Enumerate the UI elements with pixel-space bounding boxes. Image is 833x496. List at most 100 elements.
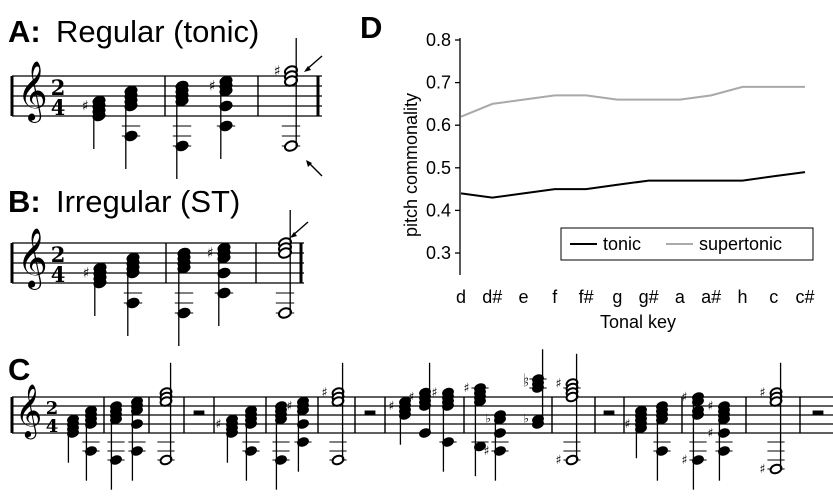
- x-ticks: d d# e f f# g g# a a# h c c#: [456, 287, 815, 307]
- sharp-icon: ♯: [681, 389, 687, 404]
- x-axis-label: Tonal key: [600, 312, 676, 332]
- panel-b-letter: B:: [8, 184, 41, 219]
- staff-c: 𝄞 24 ♯♯♯♯♯ ♯ ♯♯♭♭♭♭♯♯♯♯♯♯♯♯♯: [10, 349, 833, 490]
- series-line-supertonic: [460, 85, 805, 118]
- flat-icon: ♭: [523, 376, 529, 390]
- panel-c-letter: C: [8, 352, 30, 387]
- sharp-icon: ♯: [624, 416, 630, 431]
- arrow-icon: [290, 221, 309, 238]
- notehead: [635, 423, 647, 434]
- sharp-icon: ♯: [207, 246, 214, 262]
- notehead: [399, 410, 411, 420]
- flat-icon: ♭: [523, 371, 529, 385]
- sharp-icon: ♯: [463, 380, 469, 395]
- notehead: [692, 410, 704, 420]
- sharp-icon: ♯: [431, 385, 437, 400]
- notehead: [275, 414, 287, 425]
- flat-icon: ♭: [523, 412, 529, 426]
- treble-clef-icon: 𝄞: [17, 228, 48, 290]
- arrow-icon: [304, 55, 323, 72]
- series-line-tonic: [460, 171, 806, 199]
- notehead: [692, 396, 704, 407]
- notehead: [226, 428, 238, 438]
- notehead: [718, 414, 730, 425]
- panel-a-letter: A:: [8, 14, 41, 49]
- notehead: [419, 401, 431, 411]
- panel-b-title: Irregular (ST): [56, 184, 240, 219]
- flat-icon: ♭: [485, 412, 491, 426]
- x-tick-label: g: [612, 287, 622, 307]
- staff-b: 𝄞 24 ♯ ♯: [10, 210, 304, 346]
- notehead: [159, 396, 173, 407]
- notehead: [656, 446, 668, 456]
- sharp-icon: ♯: [759, 461, 765, 476]
- notehead: [718, 428, 730, 438]
- panel-a-title: Regular (tonic): [56, 14, 259, 49]
- rest-icon: [364, 410, 376, 415]
- legend: tonic supertonic: [560, 227, 814, 261]
- notehead: [718, 446, 730, 456]
- panel-a: A: Regular (tonic) 𝄞 24 ♯ ♯ ♯: [8, 14, 323, 179]
- x-tick-label: a: [675, 287, 686, 307]
- panel-b: B: Irregular (ST) 𝄞 24 ♯ ♯: [8, 184, 309, 346]
- sharp-icon: ♯: [388, 398, 394, 413]
- sharp-icon: ♯: [209, 79, 216, 95]
- notehead: [769, 463, 783, 475]
- y-tick-label: 0.3: [426, 243, 451, 263]
- notehead: [67, 428, 79, 438]
- sharp-icon: ♯: [681, 452, 687, 467]
- sharp-icon: ♯: [274, 64, 281, 80]
- sharp-icon: ♯: [286, 398, 292, 413]
- y-tick-label: 0.6: [426, 115, 451, 135]
- x-tick-label: d#: [482, 287, 502, 307]
- staff-a: 𝄞 24 ♯ ♯ ♯: [10, 38, 322, 179]
- panel-d: D pitch commonality Tonal key 0.30.40.50…: [360, 10, 815, 332]
- treble-clef-icon: 𝄞: [17, 61, 48, 123]
- panel-c: C 𝄞 24 ♯♯♯♯♯ ♯ ♯♯♭♭♭♭♯♯♯♯♯♯♯♯♯: [8, 349, 833, 490]
- notehead: [474, 396, 486, 407]
- sharp-icon: ♯: [555, 452, 561, 467]
- x-tick-label: e: [519, 287, 529, 307]
- notehead: [131, 405, 143, 416]
- notehead: [656, 414, 668, 425]
- notehead: [565, 454, 579, 466]
- sharp-icon: ♯: [321, 385, 327, 400]
- notehead: [85, 446, 97, 456]
- legend-label-tonic: tonic: [603, 234, 641, 254]
- notehead: [297, 419, 309, 429]
- sharp-icon: ♯: [83, 266, 90, 282]
- time-signature-bottom: 4: [51, 262, 66, 287]
- sharp-icon: ♯: [707, 425, 713, 440]
- notehead: [692, 455, 704, 465]
- sharp-icon: ♯: [215, 416, 221, 431]
- x-tick-label: g#: [639, 287, 659, 307]
- notehead: [297, 405, 309, 416]
- treble-clef-icon: 𝄞: [15, 383, 42, 439]
- sharp-icon: ♯: [408, 389, 414, 404]
- notehead: [331, 396, 345, 407]
- sharp-icon: ♯: [707, 398, 713, 413]
- notehead: [442, 437, 454, 447]
- notehead: [159, 454, 173, 466]
- notehead: [532, 419, 544, 429]
- notehead: [769, 396, 783, 407]
- notehead: [532, 383, 544, 393]
- notehead: [245, 446, 257, 456]
- notehead: [419, 428, 431, 438]
- time-signature-bottom: 4: [46, 416, 59, 437]
- notehead: [494, 414, 506, 425]
- notehead: [331, 454, 345, 466]
- rest-icon: [193, 410, 205, 415]
- sharp-icon: ♯: [483, 443, 489, 458]
- x-tick-label: c#: [795, 287, 814, 307]
- notehead: [245, 419, 257, 429]
- y-tick-label: 0.4: [426, 200, 451, 220]
- notehead: [494, 446, 506, 456]
- notehead: [131, 419, 143, 429]
- time-signature-top: 2: [51, 242, 66, 267]
- time-signature-top: 2: [51, 75, 66, 100]
- arrow-icon: [306, 160, 323, 177]
- time-signature-top: 2: [46, 398, 59, 419]
- y-tick-label: 0.5: [426, 158, 451, 178]
